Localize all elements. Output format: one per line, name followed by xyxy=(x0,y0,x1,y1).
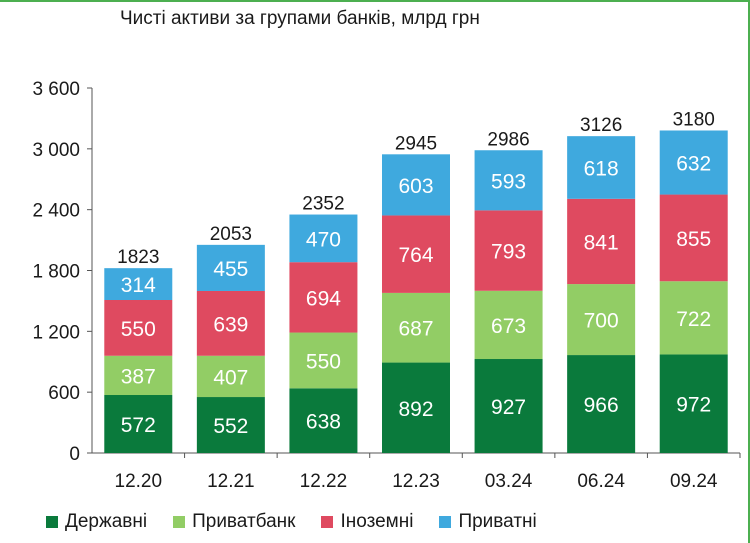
bar-segment xyxy=(567,136,636,199)
data-label: 793 xyxy=(491,241,526,264)
data-label: 470 xyxy=(306,228,341,251)
top-border xyxy=(0,0,750,2)
y-tick-label: 1 200 xyxy=(32,322,80,343)
bar-segment xyxy=(289,214,358,263)
bar-segment xyxy=(196,244,265,291)
total-label: 3180 xyxy=(673,109,715,130)
data-label: 722 xyxy=(676,308,711,331)
x-tick-label: 12.21 xyxy=(207,471,255,492)
data-label: 966 xyxy=(584,394,619,417)
legend-swatch xyxy=(173,516,186,528)
bar-segment xyxy=(196,355,265,398)
bar-segment xyxy=(474,290,543,360)
data-label: 550 xyxy=(306,350,341,373)
chart-title: Чисті активи за групами банків, млрд грн xyxy=(120,8,480,29)
legend-label: Державні xyxy=(65,511,148,532)
bar-segment xyxy=(196,397,265,453)
y-tick-label: 3 600 xyxy=(32,79,80,100)
legend-swatch xyxy=(321,516,334,528)
data-label: 972 xyxy=(676,394,711,417)
chart-legend: Державні Приватбанк Іноземні Приватні xyxy=(46,509,563,535)
y-tick-label: 0 xyxy=(69,444,80,465)
data-label: 639 xyxy=(213,313,248,336)
bar-segment xyxy=(289,388,358,453)
data-label: 638 xyxy=(306,411,341,434)
bar-segment xyxy=(289,262,358,333)
bar-segment xyxy=(474,359,543,453)
total-label: 2053 xyxy=(210,224,252,245)
x-tick-label: 09.24 xyxy=(670,471,718,492)
y-tick-label: 3 000 xyxy=(32,140,80,161)
total-label: 2986 xyxy=(487,129,529,150)
bar-segment xyxy=(567,355,636,453)
data-label: 673 xyxy=(491,315,526,338)
bar-segment xyxy=(289,332,358,389)
y-tick-label: 600 xyxy=(48,383,80,404)
data-label: 603 xyxy=(398,175,433,198)
x-tick-label: 06.24 xyxy=(577,471,625,492)
data-label: 407 xyxy=(213,366,248,389)
data-label: 455 xyxy=(213,258,248,281)
legend-label: Приватбанк xyxy=(192,511,296,532)
bar-segment xyxy=(382,362,450,453)
x-tick-label: 12.23 xyxy=(392,471,440,492)
data-label: 892 xyxy=(398,398,433,421)
right-border xyxy=(748,0,750,543)
data-label: 694 xyxy=(306,287,341,310)
legend-item: Приватбанк xyxy=(173,511,295,533)
data-label: 927 xyxy=(491,396,526,419)
bar-segment xyxy=(196,290,265,356)
bar-segment xyxy=(382,292,450,363)
bar-segment xyxy=(104,355,173,396)
data-label: 618 xyxy=(584,157,619,180)
data-label: 572 xyxy=(121,414,156,437)
bar-segment xyxy=(659,354,728,453)
x-tick-label: 12.20 xyxy=(115,471,163,492)
legend-label: Приватні xyxy=(458,511,537,532)
data-label: 552 xyxy=(213,415,248,438)
legend-swatch xyxy=(439,516,452,528)
data-label: 387 xyxy=(121,365,156,388)
legend-item: Приватні xyxy=(439,511,537,533)
data-label: 593 xyxy=(491,170,526,193)
data-label: 841 xyxy=(584,231,619,254)
legend-swatch xyxy=(46,516,58,528)
bar-segment xyxy=(474,210,543,291)
y-tick-label: 1 800 xyxy=(32,262,80,283)
bar-segment xyxy=(659,130,728,195)
legend-item: Державні xyxy=(46,511,147,533)
x-tick-label: 12.22 xyxy=(300,471,348,492)
legend-label: Іноземні xyxy=(340,511,414,532)
bar-segment xyxy=(382,215,450,293)
data-label: 700 xyxy=(584,310,619,333)
bar-segment xyxy=(659,194,728,282)
total-label: 2352 xyxy=(302,194,344,215)
bar-segment xyxy=(382,154,450,216)
bar-segment xyxy=(104,268,173,301)
total-label: 1823 xyxy=(117,247,159,268)
bar-segment xyxy=(104,395,173,453)
data-label: 314 xyxy=(121,274,156,297)
y-tick-label: 2 400 xyxy=(32,201,80,222)
bar-segment xyxy=(567,284,636,356)
bar-segment xyxy=(104,300,173,356)
legend-item: Іноземні xyxy=(321,511,413,533)
bar-segment xyxy=(567,198,636,285)
x-tick-label: 03.24 xyxy=(485,471,533,492)
data-label: 550 xyxy=(121,318,156,341)
total-label: 2945 xyxy=(395,133,437,154)
data-label: 632 xyxy=(676,153,711,176)
data-label: 855 xyxy=(676,228,711,251)
total-label: 3126 xyxy=(580,115,622,136)
bar-segment xyxy=(659,281,728,355)
bar-segment xyxy=(474,150,543,211)
data-label: 687 xyxy=(398,318,433,341)
data-label: 764 xyxy=(398,244,433,267)
